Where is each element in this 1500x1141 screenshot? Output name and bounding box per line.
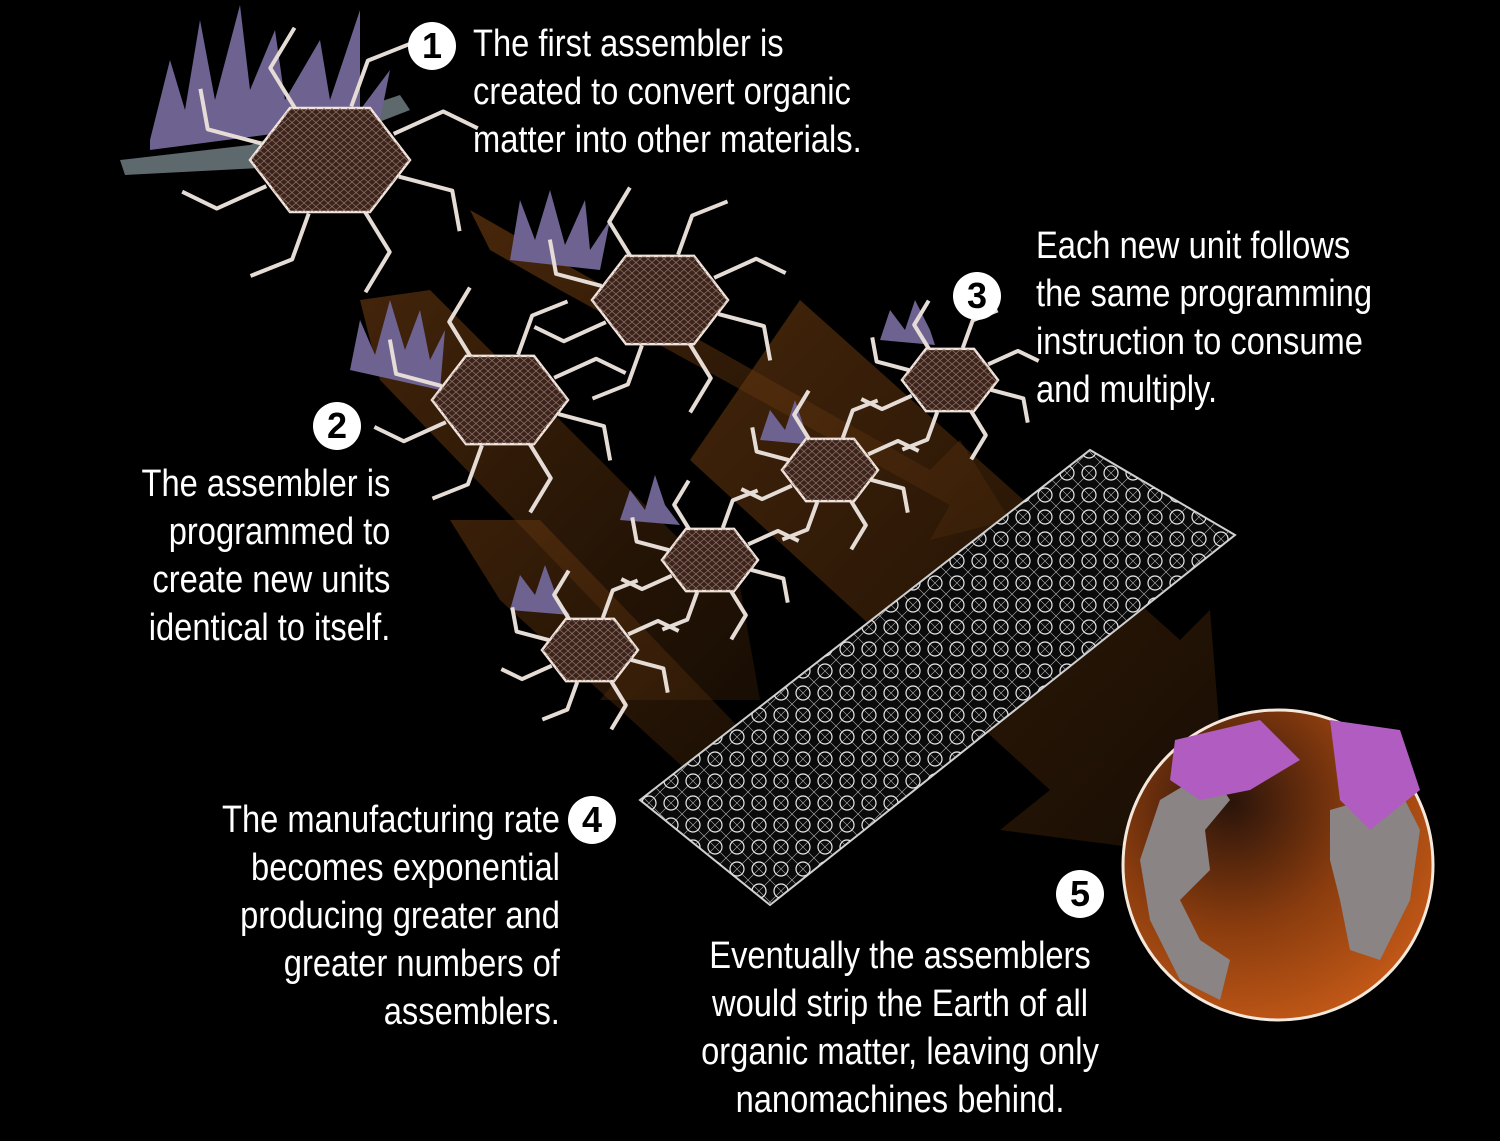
step-2-badge: 2 [313,402,361,450]
step-3-caption: Each new unit follows the same programmin… [1036,225,1373,411]
assembler-robot-icon [620,479,800,641]
earth-globe-icon [1121,708,1435,1022]
nanomachine-mesh-icon [638,448,1237,907]
assembler-robot-icon [740,389,920,551]
step-3-badge: 3 [953,272,1001,320]
earth-consumed-north [1170,720,1300,800]
assembler-robot-icon [373,286,627,514]
step-5-badge: 5 [1056,870,1104,918]
step-1-badge: 1 [408,22,456,70]
earth-americas [1140,770,1230,1000]
earth-consumed-east [1330,720,1420,830]
step-5-caption: Eventually the assemblers would strip the… [701,935,1099,1121]
assembler-group [181,26,1040,731]
earth-europe-africa [1330,790,1420,960]
step-1-caption: The first assembler is created to convert… [473,23,862,161]
assembler-robot-icon [860,299,1040,461]
assembler-robot-icon [181,26,479,294]
step-4-caption: The manufacturing rate becomes exponentia… [222,799,561,1033]
assembler-robot-icon [500,569,680,731]
step-2-caption: The assembler is programmed to create new … [141,463,390,649]
assembler-robot-icon [533,186,787,414]
step-4-badge: 4 [568,796,616,844]
organic-branch [120,95,410,175]
